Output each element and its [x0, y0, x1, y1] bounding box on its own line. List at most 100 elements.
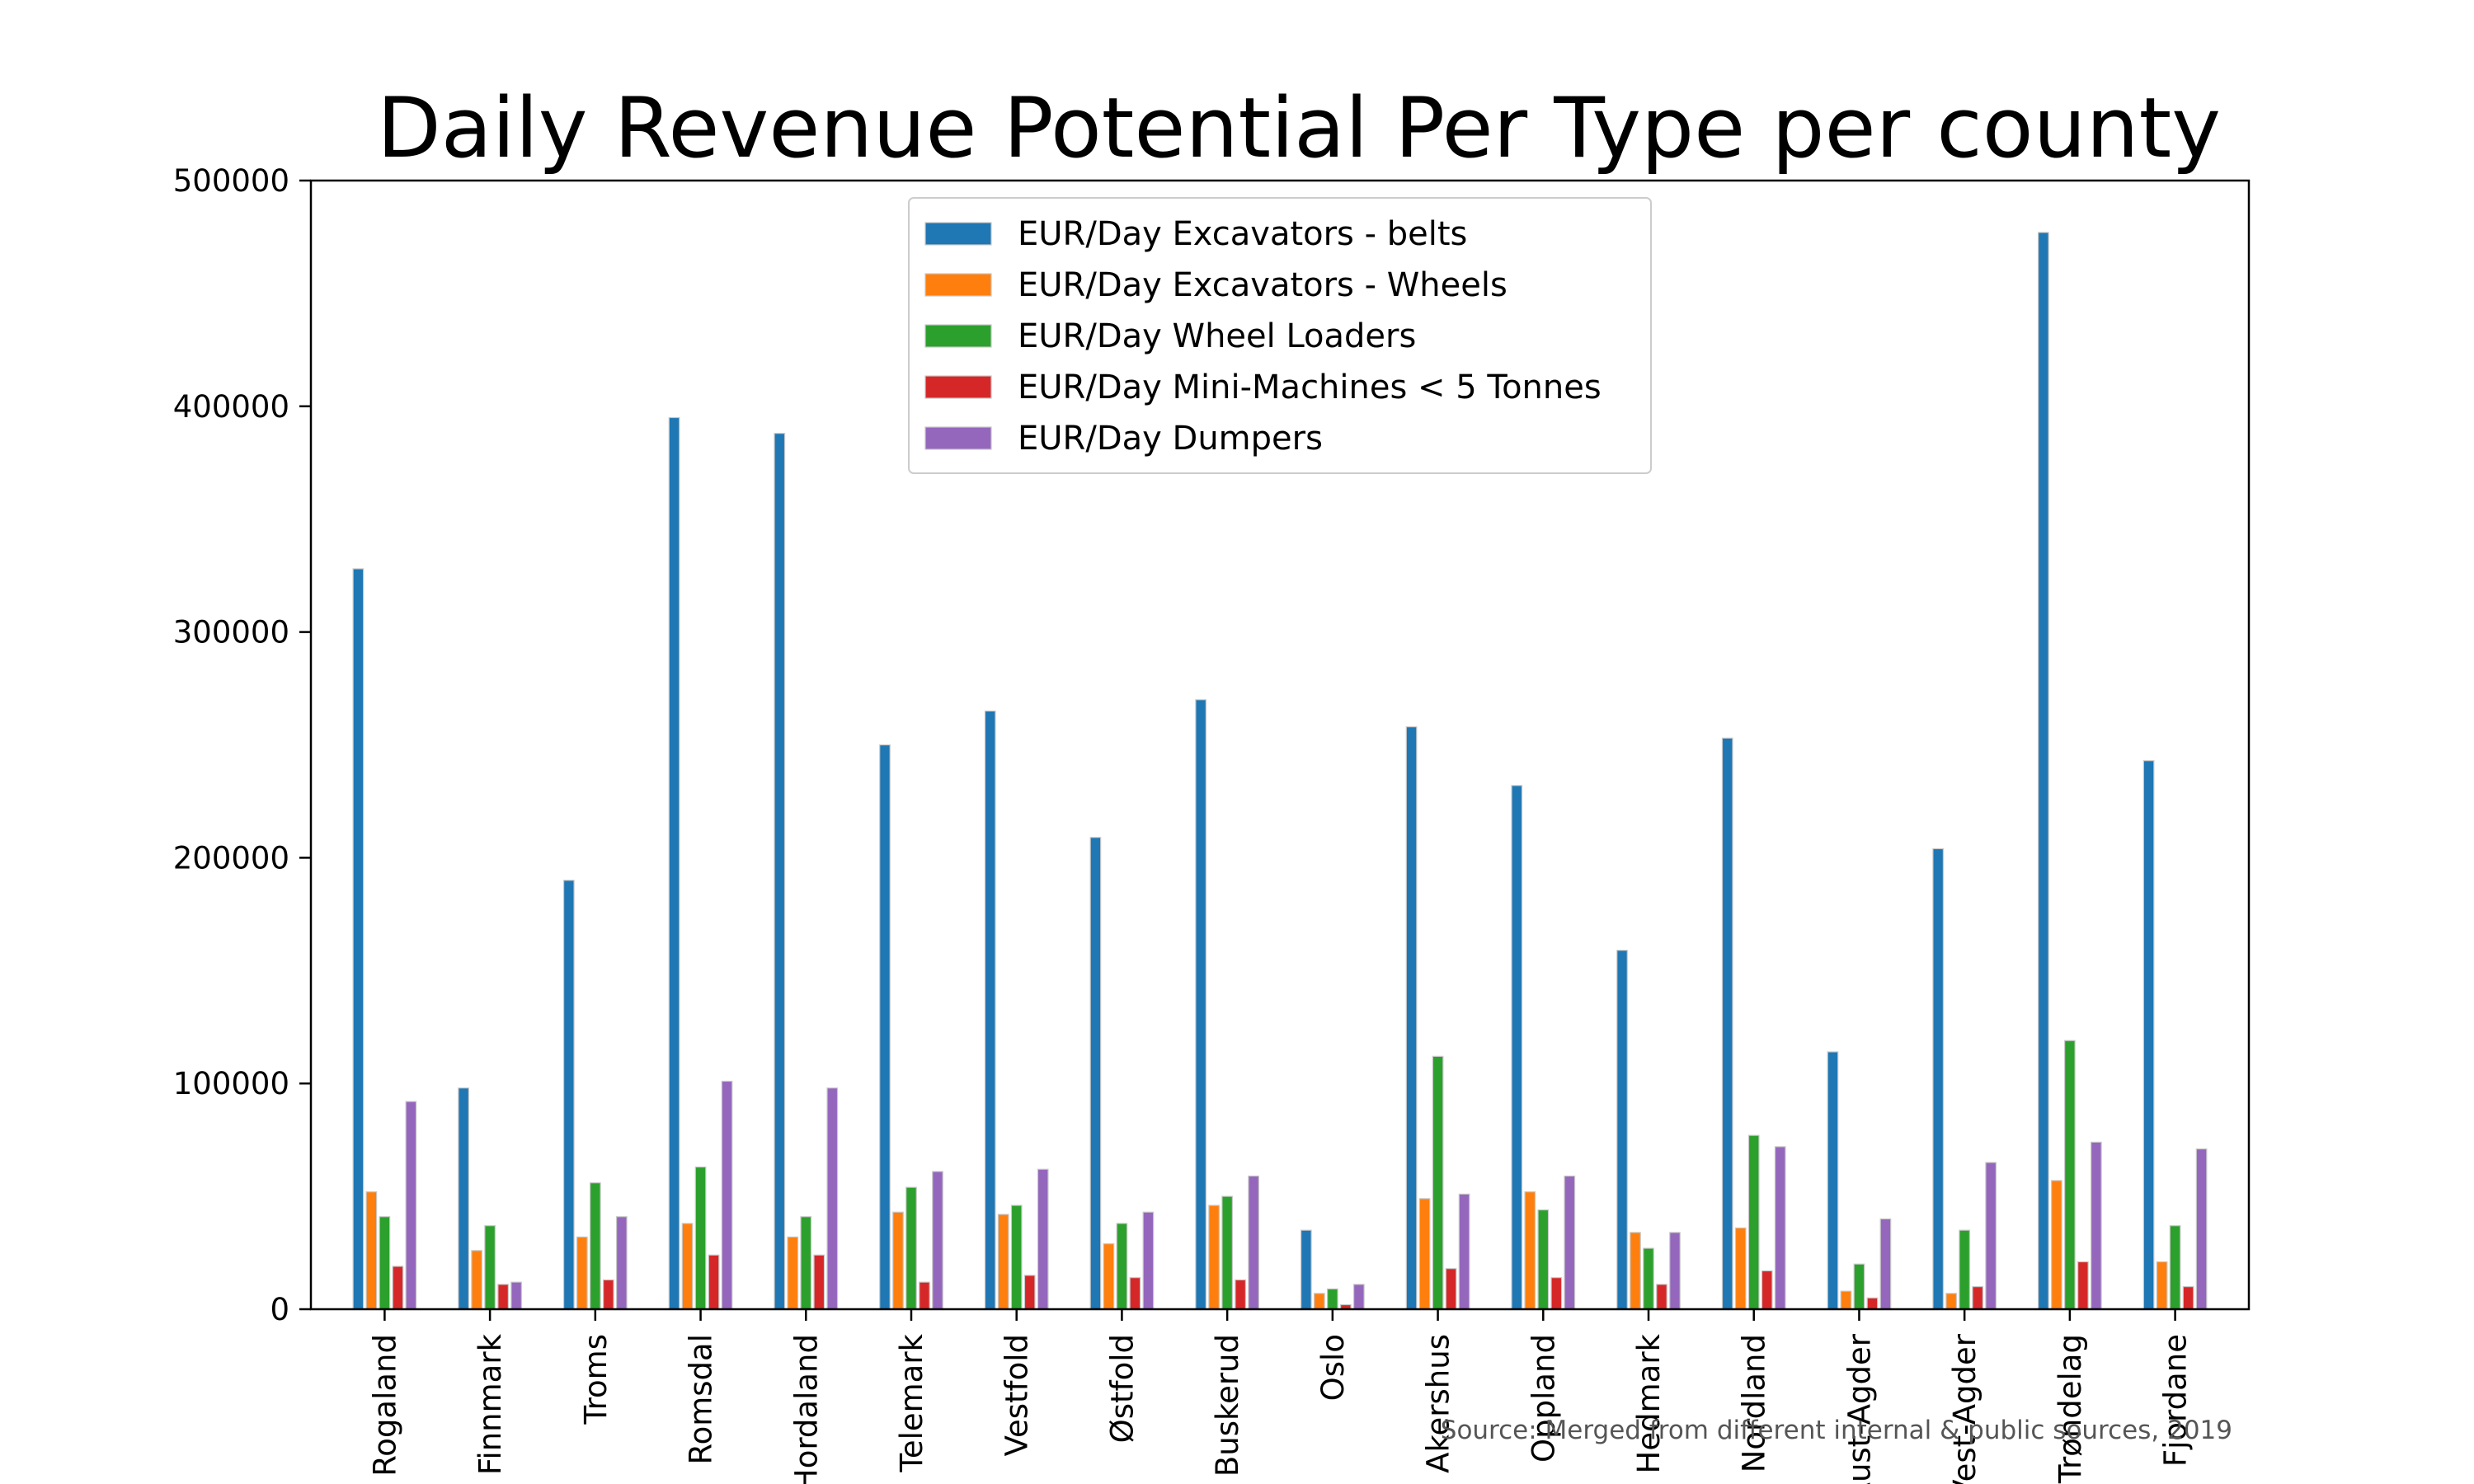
bar	[1524, 1191, 1536, 1310]
legend-entry: EUR/Day Excavators - belts	[1018, 215, 1467, 253]
bar	[1129, 1277, 1141, 1310]
bar	[1208, 1205, 1220, 1310]
bar	[879, 744, 891, 1310]
y-tick-label: 300000	[173, 615, 289, 650]
bar	[1550, 1277, 1563, 1310]
bar	[379, 1216, 391, 1310]
bar	[774, 433, 786, 1310]
bar	[1932, 848, 1945, 1310]
x-tick-label: Hedmark	[1631, 1333, 1667, 1473]
bar	[1037, 1168, 1049, 1310]
bar	[1116, 1223, 1128, 1310]
bar	[365, 1191, 378, 1310]
x-tick-label: Hordaland	[788, 1334, 824, 1484]
bar	[2142, 760, 2155, 1310]
bar	[2051, 1180, 2062, 1310]
bar	[1458, 1193, 1470, 1310]
x-tick-label: Fjordane	[2158, 1334, 2194, 1467]
series-0	[352, 232, 2155, 1310]
bar	[905, 1186, 917, 1310]
x-tick-label: Vest-Agder	[1947, 1333, 1982, 1484]
bars-layer	[352, 232, 2208, 1310]
bar	[826, 1087, 839, 1310]
bar	[1972, 1286, 1984, 1310]
bar	[932, 1171, 943, 1310]
y-tick-label: 100000	[173, 1066, 289, 1101]
x-tick-label: Buskerud	[1210, 1334, 1245, 1477]
legend: EUR/Day Excavators - belts EUR/Day Excava…	[908, 197, 1652, 474]
source-note: Source: Merged from different internal &…	[1441, 1416, 2232, 1445]
bar	[576, 1236, 588, 1310]
x-tick-label: Rogaland	[367, 1334, 402, 1477]
bar	[997, 1214, 1009, 1310]
bar	[2091, 1141, 2102, 1310]
bar	[2064, 1040, 2076, 1310]
x-tick-label: Telemark	[894, 1333, 929, 1472]
x-tick-label: Oppland	[1526, 1334, 1561, 1463]
bar	[1353, 1284, 1365, 1310]
x-tick-label: Finnmark	[473, 1333, 508, 1475]
legend-swatch	[924, 426, 992, 450]
bar	[1959, 1229, 1971, 1310]
y-axis: 0 100000 200000 300000 400000 500000	[173, 163, 311, 1327]
bar	[1866, 1297, 1879, 1310]
x-tick-label: Nordland	[1737, 1334, 1772, 1472]
bar	[694, 1166, 707, 1310]
bar	[352, 568, 365, 1310]
x-tick-label: Romsdal	[684, 1334, 719, 1464]
bar	[1761, 1270, 1773, 1310]
bar	[1235, 1279, 1246, 1310]
x-tick-label: Østfold	[1104, 1334, 1140, 1443]
bar	[405, 1101, 417, 1310]
bar	[2169, 1225, 2181, 1310]
bar	[615, 1216, 628, 1310]
bar	[1734, 1227, 1747, 1310]
bar	[1300, 1229, 1312, 1310]
legend-swatch	[924, 375, 992, 399]
bar	[984, 710, 996, 1310]
bar	[668, 416, 680, 1310]
chart-title: Daily Revenue Potential Per Type per cou…	[377, 79, 2221, 176]
bar	[1853, 1263, 1865, 1310]
x-tick-label: Trøndelag	[2053, 1334, 2088, 1484]
bar	[1879, 1218, 1892, 1310]
legend-swatch	[924, 273, 992, 297]
bar	[1103, 1242, 1115, 1310]
legend-entry: EUR/Day Mini-Machines < 5 Tonnes	[1018, 369, 1602, 406]
plot-frame	[309, 179, 2251, 1311]
legend-box	[908, 197, 1652, 474]
bar	[1985, 1162, 1997, 1310]
bar	[589, 1182, 601, 1310]
series-2	[379, 1040, 2181, 1310]
bar	[1774, 1146, 1786, 1310]
legend-swatch	[924, 222, 992, 246]
bar	[800, 1216, 812, 1310]
bar	[721, 1080, 733, 1310]
bar	[458, 1087, 469, 1310]
x-axis: Rogaland Finnmark Troms Romsdal Hordaland Tel…	[367, 1309, 2194, 1484]
bar	[1010, 1205, 1023, 1310]
x-tick-label: Oslo	[1315, 1334, 1351, 1401]
bar	[1656, 1284, 1667, 1310]
bar	[1721, 737, 1733, 1310]
legend-entry: EUR/Day Wheel Loaders	[1018, 317, 1416, 355]
bar	[1630, 1232, 1641, 1310]
bar	[1669, 1232, 1681, 1310]
bar	[1221, 1195, 1233, 1310]
bar	[1616, 950, 1628, 1310]
bar	[1827, 1051, 1839, 1310]
bar	[787, 1236, 799, 1310]
y-tick-label: 400000	[173, 389, 289, 425]
bar	[1840, 1290, 1852, 1310]
bar	[2077, 1261, 2089, 1310]
bar	[2156, 1261, 2168, 1310]
bar	[602, 1279, 614, 1310]
bar	[2195, 1148, 2208, 1310]
bar	[562, 880, 575, 1310]
legend-entry: EUR/Day Dumpers	[1018, 420, 1323, 458]
bar	[1747, 1134, 1760, 1310]
bar	[497, 1284, 509, 1310]
x-tick-label: Aust-Agder	[1841, 1333, 1877, 1484]
bar	[392, 1266, 404, 1310]
